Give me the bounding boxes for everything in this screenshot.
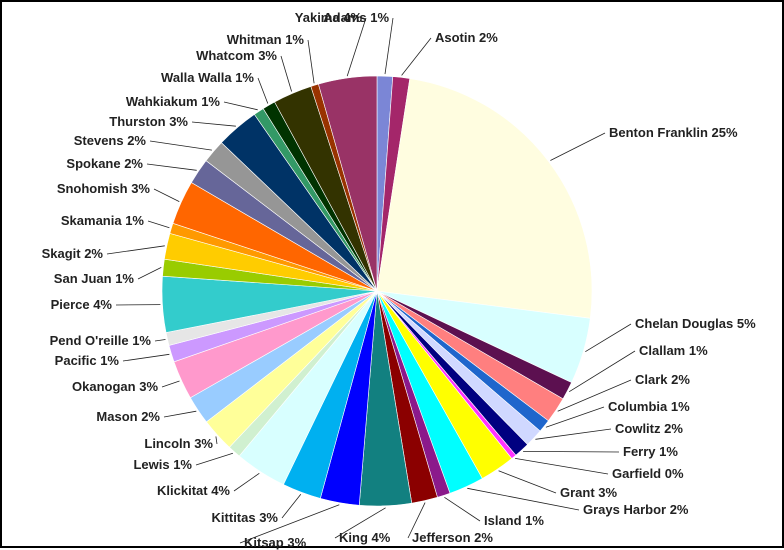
slice-label: Spokane 2% <box>66 156 143 171</box>
slice-label: San Juan 1% <box>54 271 135 286</box>
slice-label: Island 1% <box>484 513 544 528</box>
leader-line <box>192 122 236 126</box>
slice-label: Ferry 1% <box>623 444 678 459</box>
slice-label: Skamania 1% <box>61 213 145 228</box>
slice-label: Lincoln 3% <box>144 436 213 451</box>
slice-label: Cowlitz 2% <box>615 421 683 436</box>
slice-label: Skagit 2% <box>42 246 104 261</box>
leader-line <box>138 267 161 279</box>
slice-label: Pacific 1% <box>55 353 120 368</box>
leader-line <box>224 102 258 110</box>
leader-line <box>444 497 480 521</box>
leader-line <box>234 473 259 491</box>
slice-label: Chelan Douglas 5% <box>635 316 756 331</box>
slice-label: Grant 3% <box>560 485 618 500</box>
slice-label: Grays Harbor 2% <box>583 502 689 517</box>
slice-label: King 4% <box>339 530 391 545</box>
leader-line <box>585 324 631 352</box>
leader-line <box>107 246 165 254</box>
slice-label: Thurston 3% <box>109 114 188 129</box>
slice-label: Benton Franklin 25% <box>609 125 738 140</box>
slice-label: Whatcom 3% <box>196 48 277 63</box>
slice-label: Lewis 1% <box>133 457 192 472</box>
leader-line <box>347 18 366 76</box>
pie-slice <box>377 79 592 319</box>
slice-label: Whitman 1% <box>227 32 305 47</box>
slice-label: Okanogan 3% <box>72 379 158 394</box>
leader-line <box>123 354 169 361</box>
leader-line <box>402 38 431 75</box>
slice-label: Clark 2% <box>635 372 690 387</box>
leader-line <box>155 340 166 342</box>
slice-label: Yakima 4% <box>295 10 363 25</box>
slice-label: Asotin 2% <box>435 30 498 45</box>
slice-label: Pierce 4% <box>51 297 113 312</box>
leader-line <box>148 221 169 228</box>
leader-line <box>150 141 212 150</box>
leader-line <box>550 133 605 161</box>
slice-label: Snohomish 3% <box>57 181 151 196</box>
leader-line <box>308 40 314 83</box>
slice-label: Kittitas 3% <box>212 510 279 525</box>
leader-line <box>162 381 180 387</box>
leader-line <box>515 458 608 474</box>
slice-label: Columbia 1% <box>608 399 690 414</box>
slice-label: Clallam 1% <box>639 343 708 358</box>
slice-label: Pend O'reille 1% <box>50 333 152 348</box>
slice-label: Garfield 0% <box>612 466 684 481</box>
leader-line <box>535 429 611 439</box>
leader-line <box>523 451 619 452</box>
leader-line <box>281 56 292 92</box>
leader-line <box>282 494 301 518</box>
leader-line <box>196 453 233 465</box>
slice-label: Mason 2% <box>96 409 160 424</box>
slice-label: Klickitat 4% <box>157 483 230 498</box>
pie-slices <box>162 76 592 506</box>
leader-line <box>154 189 179 202</box>
leader-line <box>164 411 196 417</box>
leader-line <box>216 436 217 444</box>
leader-line <box>385 18 393 74</box>
slice-label: Stevens 2% <box>74 133 147 148</box>
slice-label: Wahkiakum 1% <box>126 94 221 109</box>
leader-line <box>147 164 197 170</box>
leader-line <box>258 78 268 104</box>
slice-label: Walla Walla 1% <box>161 70 254 85</box>
leader-line <box>499 471 556 493</box>
slice-label: Jefferson 2% <box>412 530 493 545</box>
